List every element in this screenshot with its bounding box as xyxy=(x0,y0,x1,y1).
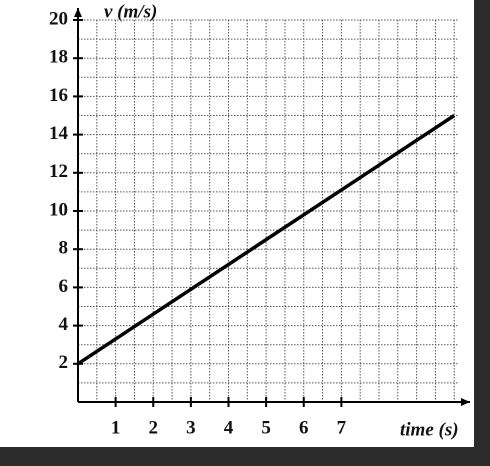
y-tick-label: 16 xyxy=(49,85,68,106)
y-tick-label: 14 xyxy=(49,123,69,144)
x-tick-label: 4 xyxy=(224,417,234,438)
chart-background xyxy=(0,0,474,447)
x-tick-label: 5 xyxy=(261,417,271,438)
y-axis-title: v (m/s) xyxy=(104,1,157,22)
y-tick-label: 8 xyxy=(59,238,69,259)
y-tick-label: 20 xyxy=(49,8,68,29)
x-tick-label: 6 xyxy=(299,417,309,438)
x-tick-label: 1 xyxy=(111,417,121,438)
x-tick-label: 3 xyxy=(186,417,196,438)
y-axis-arrow xyxy=(74,8,82,17)
data-line xyxy=(77,114,456,366)
y-tick-label: 6 xyxy=(59,276,69,297)
y-tick-label: 4 xyxy=(59,314,69,335)
x-axis-arrow xyxy=(461,398,470,406)
x-axis-title: time (s) xyxy=(400,419,459,440)
y-tick-label: 10 xyxy=(49,199,68,220)
x-tick-label: 2 xyxy=(148,417,158,438)
y-tick-label: 2 xyxy=(59,352,69,373)
y-tick-label: 18 xyxy=(49,47,68,68)
x-tick-label: 7 xyxy=(337,417,347,438)
y-tick-label: 12 xyxy=(49,161,68,182)
